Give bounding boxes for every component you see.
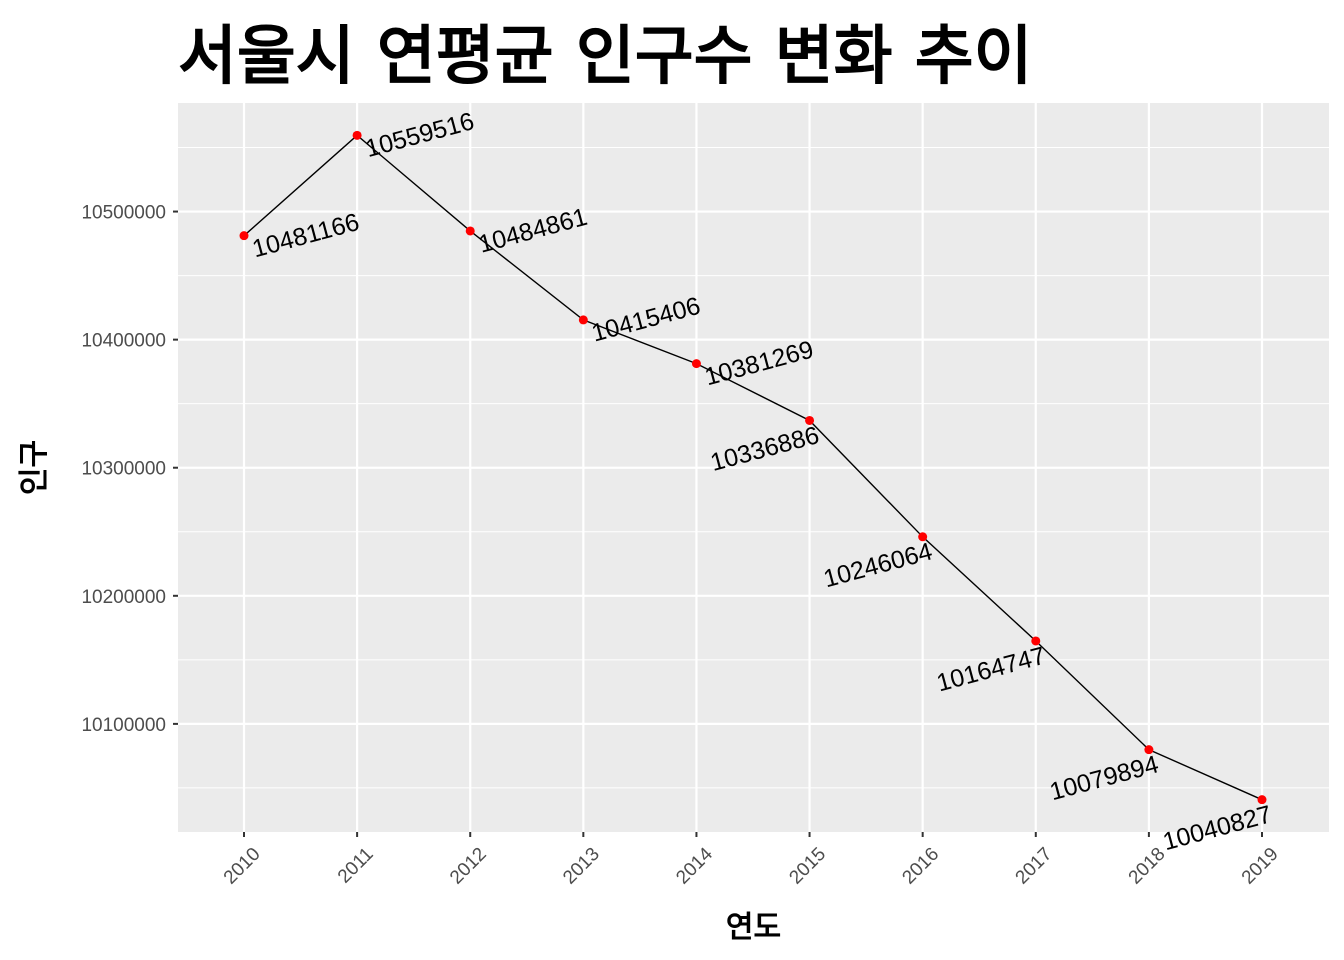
data-points xyxy=(239,130,1267,805)
data-point xyxy=(239,231,249,241)
data-point xyxy=(918,532,928,542)
data-point xyxy=(352,130,362,140)
y-axis-tick-labels: 10100000 10200000 10300000 10400000 10500000 xyxy=(81,203,166,736)
y-tick-label: 10300000 xyxy=(81,459,166,480)
x-tick-label: 2014 xyxy=(672,843,717,888)
x-tick-label: 2018 xyxy=(1125,844,1170,889)
x-tick-label: 2017 xyxy=(1012,844,1057,889)
y-axis-title: 인구 xyxy=(17,440,52,495)
data-point xyxy=(465,226,475,236)
y-tick-label: 10400000 xyxy=(81,331,166,352)
x-axis-tick-labels: 2010 2011 2012 2013 2014 2015 2016 2017 2018 2019 xyxy=(220,843,1283,888)
x-tick-label: 2012 xyxy=(446,844,491,889)
chart-title: 서울시 연평균 인구수 변화 추이 xyxy=(178,20,1033,94)
x-tick-label: 2015 xyxy=(785,844,830,889)
axis-ticks xyxy=(173,210,1263,837)
x-tick-label: 2010 xyxy=(220,844,265,889)
x-axis-title: 연도 xyxy=(726,910,781,945)
y-tick-label: 10100000 xyxy=(81,715,166,736)
data-point xyxy=(1144,745,1154,755)
data-point xyxy=(578,315,588,325)
y-tick-label: 10200000 xyxy=(81,587,166,608)
x-tick-label: 2016 xyxy=(899,844,944,889)
y-tick-label: 10500000 xyxy=(81,203,166,224)
series-line xyxy=(243,134,1263,801)
x-tick-label: 2011 xyxy=(334,844,378,888)
data-point xyxy=(1031,636,1041,646)
x-tick-label: 2013 xyxy=(559,844,604,889)
data-point xyxy=(691,359,701,369)
data-point xyxy=(1257,795,1267,805)
data-point xyxy=(805,415,815,425)
grid-lines xyxy=(178,103,1329,832)
x-tick-label: 2019 xyxy=(1238,844,1283,889)
